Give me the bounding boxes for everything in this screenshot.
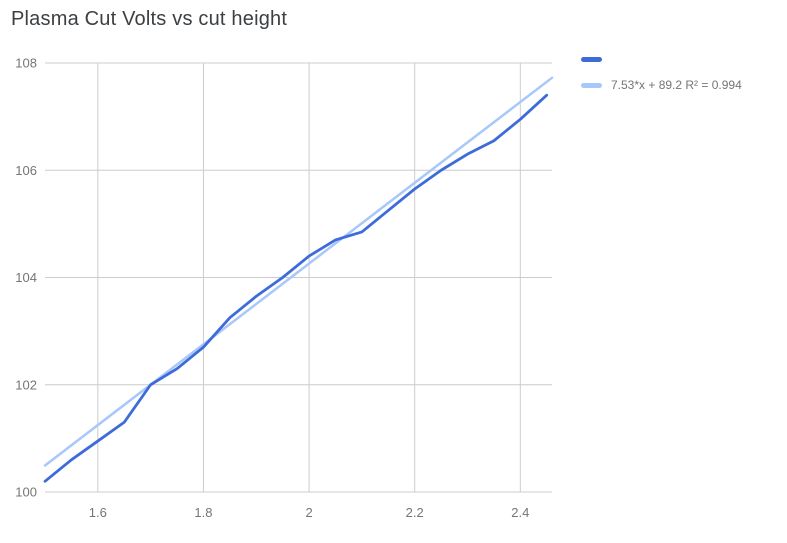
trendline-swatch [581,82,602,88]
series-swatch [581,57,602,62]
y-tick-label: 106 [15,163,37,178]
trendline-label: 7.53*x + 89.2 R² = 0.994 [611,78,742,92]
legend-item-series [581,57,742,62]
y-tick-label: 104 [15,270,37,285]
legend-item-trendline: 7.53*x + 89.2 R² = 0.994 [581,78,742,92]
x-tick-label: 1.8 [194,505,212,520]
chart-title: Plasma Cut Volts vs cut height [11,8,288,30]
x-tick-label: 2.2 [406,505,424,520]
y-tick-label: 102 [15,377,37,392]
y-tick-label: 108 [15,56,37,71]
series-line [43,93,549,483]
x-tick-label: 2 [305,505,312,520]
legend: 7.53*x + 89.2 R² = 0.994 [581,57,742,92]
y-tick-label: 100 [15,485,37,500]
x-tick-label: 2.4 [511,505,529,520]
x-tick-label: 1.6 [89,505,107,520]
trend-line [43,76,554,467]
